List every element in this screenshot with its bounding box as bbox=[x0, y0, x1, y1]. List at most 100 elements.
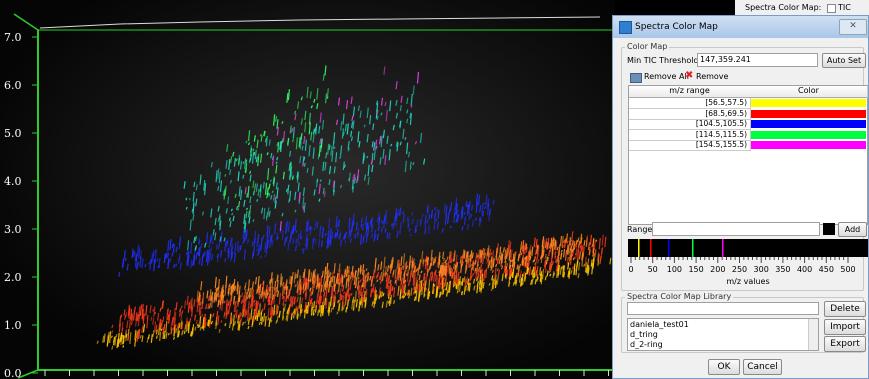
streak bbox=[255, 248, 259, 252]
title-bar: Spectra Color Map ✕ bbox=[613, 16, 868, 38]
streak bbox=[238, 295, 241, 303]
streak bbox=[172, 326, 175, 331]
streak bbox=[571, 266, 575, 270]
streak bbox=[339, 155, 342, 159]
range-label: Range: bbox=[627, 225, 656, 234]
streak bbox=[226, 144, 229, 152]
streak bbox=[303, 202, 306, 213]
streak bbox=[161, 300, 164, 310]
streak bbox=[288, 275, 291, 285]
cancel-button[interactable]: Cancel bbox=[743, 359, 782, 375]
streak bbox=[388, 297, 392, 307]
library-item[interactable]: daniela_test01 bbox=[630, 320, 689, 329]
streak bbox=[299, 155, 302, 164]
streak bbox=[363, 124, 366, 128]
streak bbox=[405, 273, 408, 277]
streak bbox=[179, 262, 182, 270]
streak bbox=[208, 319, 212, 328]
streak bbox=[266, 224, 269, 237]
checkbox[interactable] bbox=[827, 4, 836, 13]
streak bbox=[472, 278, 476, 284]
streak bbox=[141, 326, 144, 333]
streak bbox=[154, 251, 157, 264]
streak bbox=[485, 194, 488, 206]
streak bbox=[195, 198, 198, 207]
streak bbox=[351, 273, 354, 278]
streak bbox=[516, 270, 520, 278]
streak bbox=[248, 312, 251, 320]
streak bbox=[160, 322, 163, 326]
export-button[interactable]: Export bbox=[824, 336, 866, 352]
streak bbox=[328, 166, 332, 175]
streak bbox=[225, 299, 228, 311]
close-button[interactable]: ✕ bbox=[839, 19, 867, 35]
streak bbox=[218, 216, 222, 227]
import-button[interactable]: Import bbox=[824, 319, 866, 335]
library-item[interactable]: d_tring bbox=[630, 330, 658, 339]
streak bbox=[591, 262, 594, 275]
scrollbar[interactable] bbox=[808, 319, 818, 350]
streak bbox=[540, 274, 543, 285]
streak bbox=[222, 295, 225, 298]
remove-all-button[interactable]: Remove All bbox=[644, 72, 689, 81]
streak bbox=[566, 240, 569, 244]
streak bbox=[245, 211, 248, 219]
ok-button[interactable]: OK bbox=[708, 359, 740, 375]
streak bbox=[396, 230, 399, 239]
streak bbox=[352, 120, 355, 130]
streak bbox=[246, 310, 250, 322]
streak bbox=[175, 263, 178, 267]
streak bbox=[337, 97, 341, 106]
streak bbox=[496, 257, 499, 261]
streak bbox=[246, 288, 250, 295]
streak bbox=[189, 331, 193, 336]
streak bbox=[329, 240, 332, 247]
auto-set-button[interactable]: Auto Set bbox=[822, 53, 866, 68]
streak bbox=[187, 321, 191, 334]
streak bbox=[450, 258, 453, 263]
streak bbox=[383, 66, 386, 75]
streak bbox=[400, 256, 403, 267]
streak bbox=[388, 149, 391, 161]
streak bbox=[330, 276, 333, 288]
streak bbox=[156, 258, 159, 262]
streak bbox=[494, 274, 497, 285]
streak bbox=[378, 287, 382, 294]
streak bbox=[337, 282, 341, 292]
threshold-input[interactable]: 147,359.241 bbox=[697, 53, 818, 67]
streak bbox=[203, 313, 206, 326]
streak bbox=[215, 170, 218, 183]
streak bbox=[531, 269, 534, 276]
streak bbox=[274, 223, 277, 235]
streak bbox=[462, 249, 465, 258]
streak bbox=[470, 213, 473, 219]
streak bbox=[337, 299, 340, 304]
streak bbox=[399, 288, 402, 300]
remove-button[interactable]: Remove bbox=[696, 72, 729, 81]
streak bbox=[365, 234, 368, 243]
streak bbox=[276, 119, 279, 129]
streak bbox=[318, 238, 321, 248]
delete-button[interactable]: Delete bbox=[824, 301, 866, 317]
library-item[interactable]: d_2-ring bbox=[630, 340, 663, 349]
streak bbox=[348, 172, 351, 182]
streak bbox=[389, 294, 393, 305]
streak bbox=[172, 337, 176, 340]
streak bbox=[597, 252, 600, 262]
streak bbox=[275, 304, 278, 316]
streak bbox=[228, 158, 231, 170]
streak bbox=[360, 217, 363, 224]
streak bbox=[210, 208, 213, 218]
color-swatch[interactable] bbox=[823, 223, 835, 235]
streak bbox=[445, 282, 448, 291]
streak bbox=[329, 272, 332, 277]
streak bbox=[609, 257, 612, 265]
range-input[interactable] bbox=[652, 222, 820, 236]
streak bbox=[352, 106, 356, 117]
add-button[interactable]: Add bbox=[838, 222, 867, 237]
streak bbox=[546, 241, 549, 249]
library-name-input[interactable] bbox=[627, 302, 819, 315]
streak bbox=[273, 114, 276, 126]
streak bbox=[209, 252, 212, 256]
streak bbox=[604, 236, 607, 248]
